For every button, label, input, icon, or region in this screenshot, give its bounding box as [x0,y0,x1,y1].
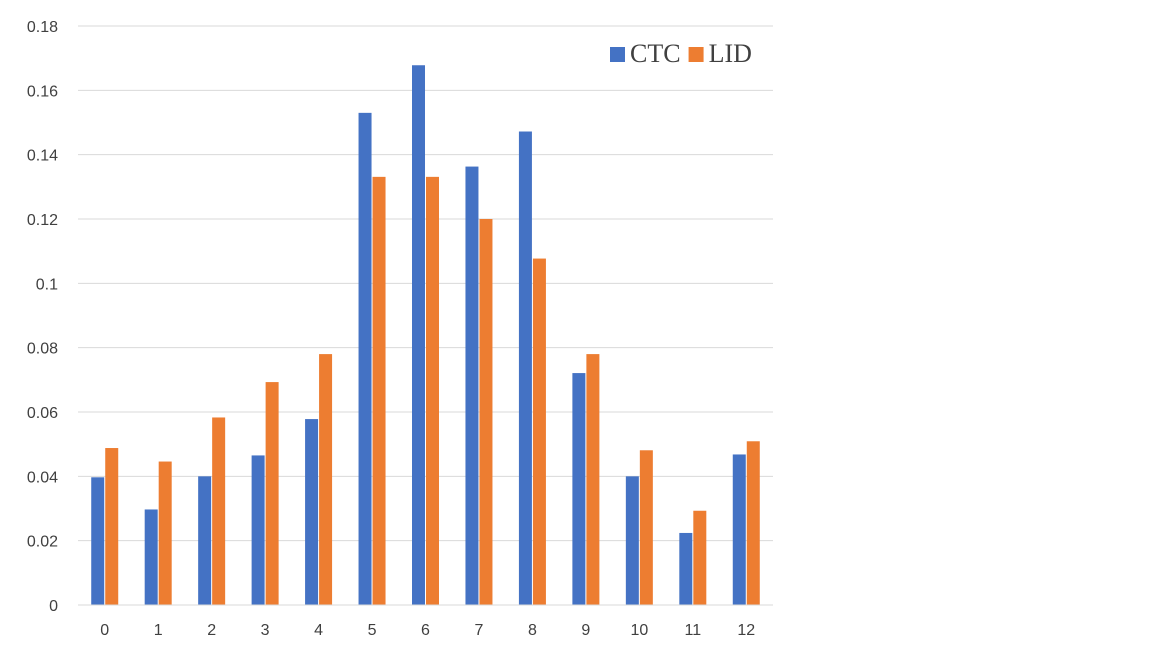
y-tick-label: 0.02 [27,534,58,551]
legend-label-lid: LID [709,39,752,68]
x-tick-label: 5 [368,622,377,639]
x-axis-tick-labels: 0 1 2 3 4 5 6 7 8 9 10 11 12 [100,622,755,639]
y-tick-label: 0.04 [27,469,58,486]
x-tick-label: 4 [314,622,323,639]
x-tick-label: 7 [475,622,484,639]
bar-ctc-5 [358,112,372,605]
x-tick-label: 11 [685,622,702,639]
bar-ctc-10 [625,476,639,605]
x-tick-label: 9 [581,622,590,639]
x-tick-label: 12 [737,622,755,639]
x-tick-label: 2 [207,622,216,639]
bar-ctc-0 [91,477,105,605]
bar-lid-5 [372,176,386,605]
bar-ctc-8 [518,131,532,606]
y-tick-label: 0.1 [36,276,58,293]
y-tick-label: 0.18 [27,19,58,36]
bar-lid-7 [479,219,493,605]
y-tick-label: 0.14 [27,148,58,165]
bar-ctc-11 [679,532,693,605]
x-tick-label: 1 [154,622,163,639]
bar-lid-3 [265,382,279,605]
bar-lid-1 [158,461,172,605]
x-tick-label: 6 [421,622,430,639]
x-tick-label: 0 [100,622,109,639]
bar-ctc-4 [305,419,319,605]
legend: CTC LID [610,39,752,68]
bar-ctc-9 [572,373,586,605]
x-tick-label: 8 [528,622,537,639]
y-tick-label: 0.08 [27,341,58,358]
legend-swatch-lid [688,47,704,62]
y-tick-label: 0.12 [27,212,58,229]
bar-ctc-1 [144,509,158,605]
bar-lid-9 [586,354,600,605]
bar-lid-8 [532,258,546,605]
bar-lid-2 [212,417,226,605]
bar-lid-11 [693,510,707,605]
gridlines [78,25,773,542]
y-tick-label: 0.16 [27,83,58,100]
bar-ctc-2 [198,476,212,605]
legend-label-ctc: CTC [630,39,681,68]
y-tick-label: 0.06 [27,405,58,422]
bars [91,65,760,606]
bar-ctc-7 [465,166,479,605]
bar-lid-6 [426,176,439,605]
legend-swatch-ctc [610,47,625,62]
bar-ctc-6 [412,65,425,605]
bar-lid-0 [105,448,119,605]
bar-lid-10 [639,450,653,605]
bar-ctc-12 [732,454,746,605]
bar-ctc-3 [251,455,265,605]
y-tick-label: 0 [49,598,58,615]
bar-lid-4 [319,354,333,605]
x-tick-label: 3 [261,622,270,639]
x-tick-label: 10 [630,622,648,639]
bar-lid-12 [746,441,760,605]
y-axis-tick-labels: 0 0.02 0.04 0.06 0.08 0.1 0.12 0.14 0.16 0.18 [27,19,58,615]
